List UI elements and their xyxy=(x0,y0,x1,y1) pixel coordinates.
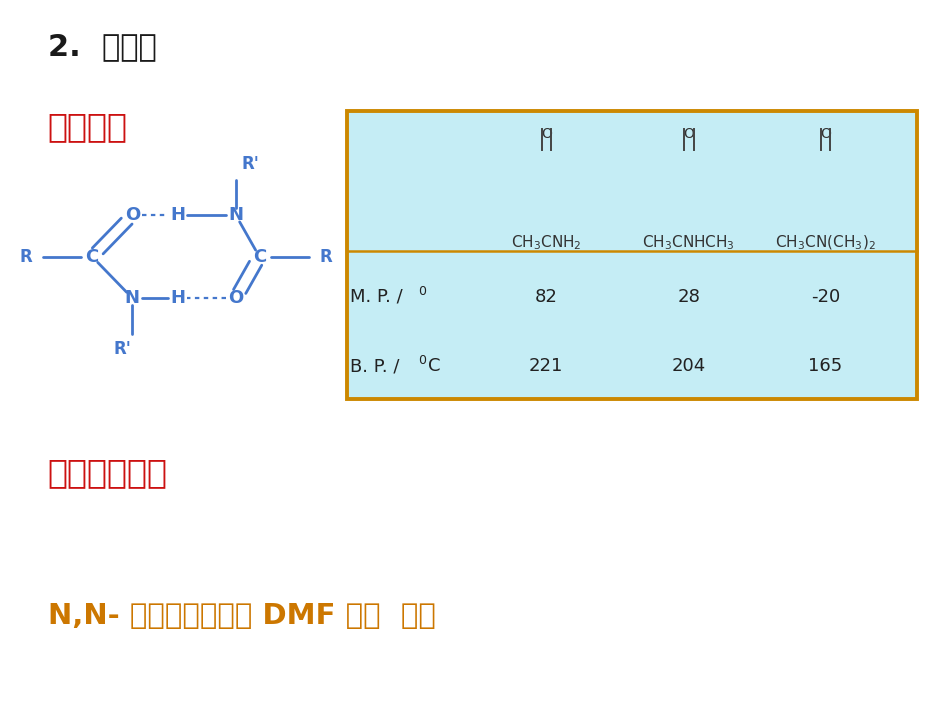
Text: R: R xyxy=(19,247,32,266)
Text: H: H xyxy=(170,289,185,307)
Text: CH$_3$CN(CH$_3$)$_2$: CH$_3$CN(CH$_3$)$_2$ xyxy=(775,233,876,252)
Text: O: O xyxy=(683,127,694,141)
Text: N,N- 二甲基甲酰胺（ DMF ）：  溶剂: N,N- 二甲基甲酰胺（ DMF ）： 溶剂 xyxy=(48,602,435,630)
Text: 28: 28 xyxy=(677,288,700,306)
Text: -20: -20 xyxy=(811,288,840,306)
Text: 0: 0 xyxy=(418,354,426,367)
Text: R': R' xyxy=(114,340,132,359)
Text: R': R' xyxy=(241,155,259,173)
Text: R: R xyxy=(319,247,332,266)
Text: 2.  性质：: 2. 性质： xyxy=(48,32,156,61)
Text: N: N xyxy=(124,289,140,307)
Text: 0: 0 xyxy=(418,284,426,297)
Text: CH$_3$CNHCH$_3$: CH$_3$CNHCH$_3$ xyxy=(642,233,735,252)
Text: N: N xyxy=(228,206,243,225)
Text: O: O xyxy=(228,289,243,307)
Text: M. P. /: M. P. / xyxy=(350,288,403,306)
Text: 82: 82 xyxy=(535,288,558,306)
Text: C: C xyxy=(86,247,99,266)
Text: C: C xyxy=(253,247,266,266)
Text: 有一定溶解度: 有一定溶解度 xyxy=(48,456,167,489)
Text: C: C xyxy=(428,357,441,375)
Text: 221: 221 xyxy=(529,357,563,375)
Text: CH$_3$CNH$_2$: CH$_3$CNH$_2$ xyxy=(511,233,581,252)
Bar xyxy=(347,111,917,399)
Text: 165: 165 xyxy=(808,357,843,375)
Text: O: O xyxy=(124,206,140,225)
Text: H: H xyxy=(170,206,185,225)
Text: 形成氢键: 形成氢键 xyxy=(48,111,127,143)
Text: 204: 204 xyxy=(672,357,706,375)
Text: B. P. /: B. P. / xyxy=(350,357,399,375)
Text: O: O xyxy=(820,127,831,141)
Text: O: O xyxy=(541,127,552,141)
